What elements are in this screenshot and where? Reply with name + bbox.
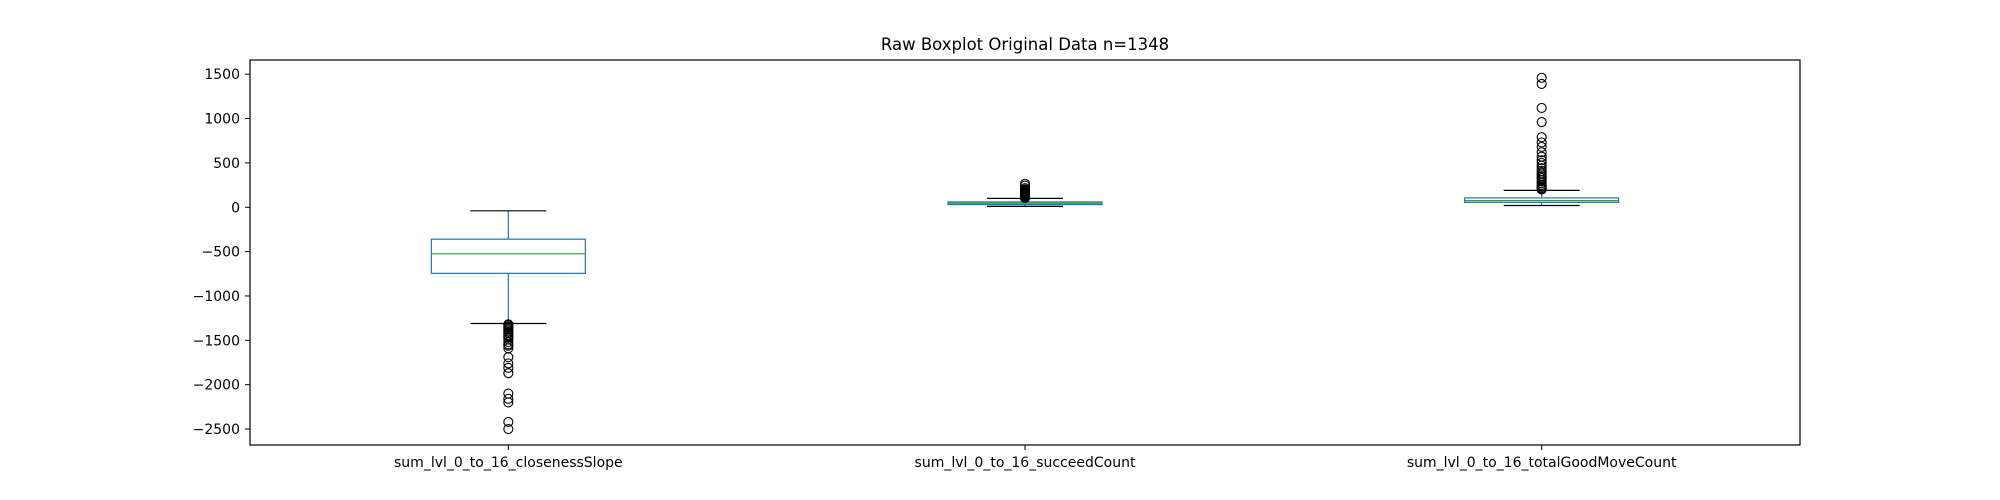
plot-area: 1500 1000 500 0 −500 −1000 −1500 −2000 −2500 sum_… bbox=[193, 67, 1677, 471]
y-tick-label: 0 bbox=[231, 200, 240, 216]
outlier-point bbox=[503, 423, 514, 435]
outlier-point bbox=[1536, 137, 1547, 148]
outlier-point bbox=[503, 368, 514, 379]
x-category-label: sum_lvl_0_to_16_totalGoodMoveCount bbox=[1407, 455, 1677, 471]
outlier-point bbox=[1536, 141, 1547, 152]
y-tick-label: 500 bbox=[213, 156, 240, 172]
plot-frame bbox=[249, 59, 1801, 446]
x-category-label: sum_lvl_0_to_16_succeedCount bbox=[915, 455, 1136, 471]
outlier-point bbox=[1536, 163, 1547, 174]
outlier-point bbox=[1536, 117, 1547, 128]
outlier-point bbox=[503, 393, 514, 404]
outlier-point bbox=[1536, 78, 1547, 90]
x-category-label: sum_lvl_0_to_16_closenessSlope bbox=[394, 455, 623, 471]
outlier-point bbox=[1019, 178, 1031, 189]
y-tick-label: 1000 bbox=[204, 112, 240, 128]
y-tick-label: −1500 bbox=[193, 333, 240, 349]
outlier-point bbox=[1536, 72, 1547, 83]
outlier-point bbox=[503, 397, 514, 408]
outlier-point bbox=[1536, 157, 1547, 168]
outlier-point bbox=[503, 340, 514, 351]
outlier-point bbox=[1536, 155, 1547, 166]
outlier-point bbox=[503, 352, 514, 363]
outlier-point bbox=[503, 416, 514, 427]
y-tick-label: 1500 bbox=[204, 67, 240, 83]
outlier-point bbox=[1536, 102, 1547, 113]
outlier-point bbox=[1536, 151, 1547, 162]
iqr-box bbox=[430, 238, 586, 274]
outlier-point bbox=[503, 358, 514, 369]
y-tick-label: −2000 bbox=[193, 378, 240, 394]
y-tick-label: −1000 bbox=[193, 289, 240, 305]
outlier-point bbox=[503, 388, 514, 399]
outlier-point bbox=[1536, 132, 1547, 143]
outlier-point bbox=[1536, 165, 1547, 176]
outlier-point bbox=[1019, 183, 1031, 194]
outlier-point bbox=[1536, 147, 1547, 158]
y-tick-label: −2500 bbox=[193, 422, 240, 438]
outlier-point bbox=[503, 362, 514, 373]
y-tick-label: −500 bbox=[202, 245, 240, 261]
chart-title: Raw Boxplot Original Data n=1348 bbox=[881, 35, 1169, 54]
